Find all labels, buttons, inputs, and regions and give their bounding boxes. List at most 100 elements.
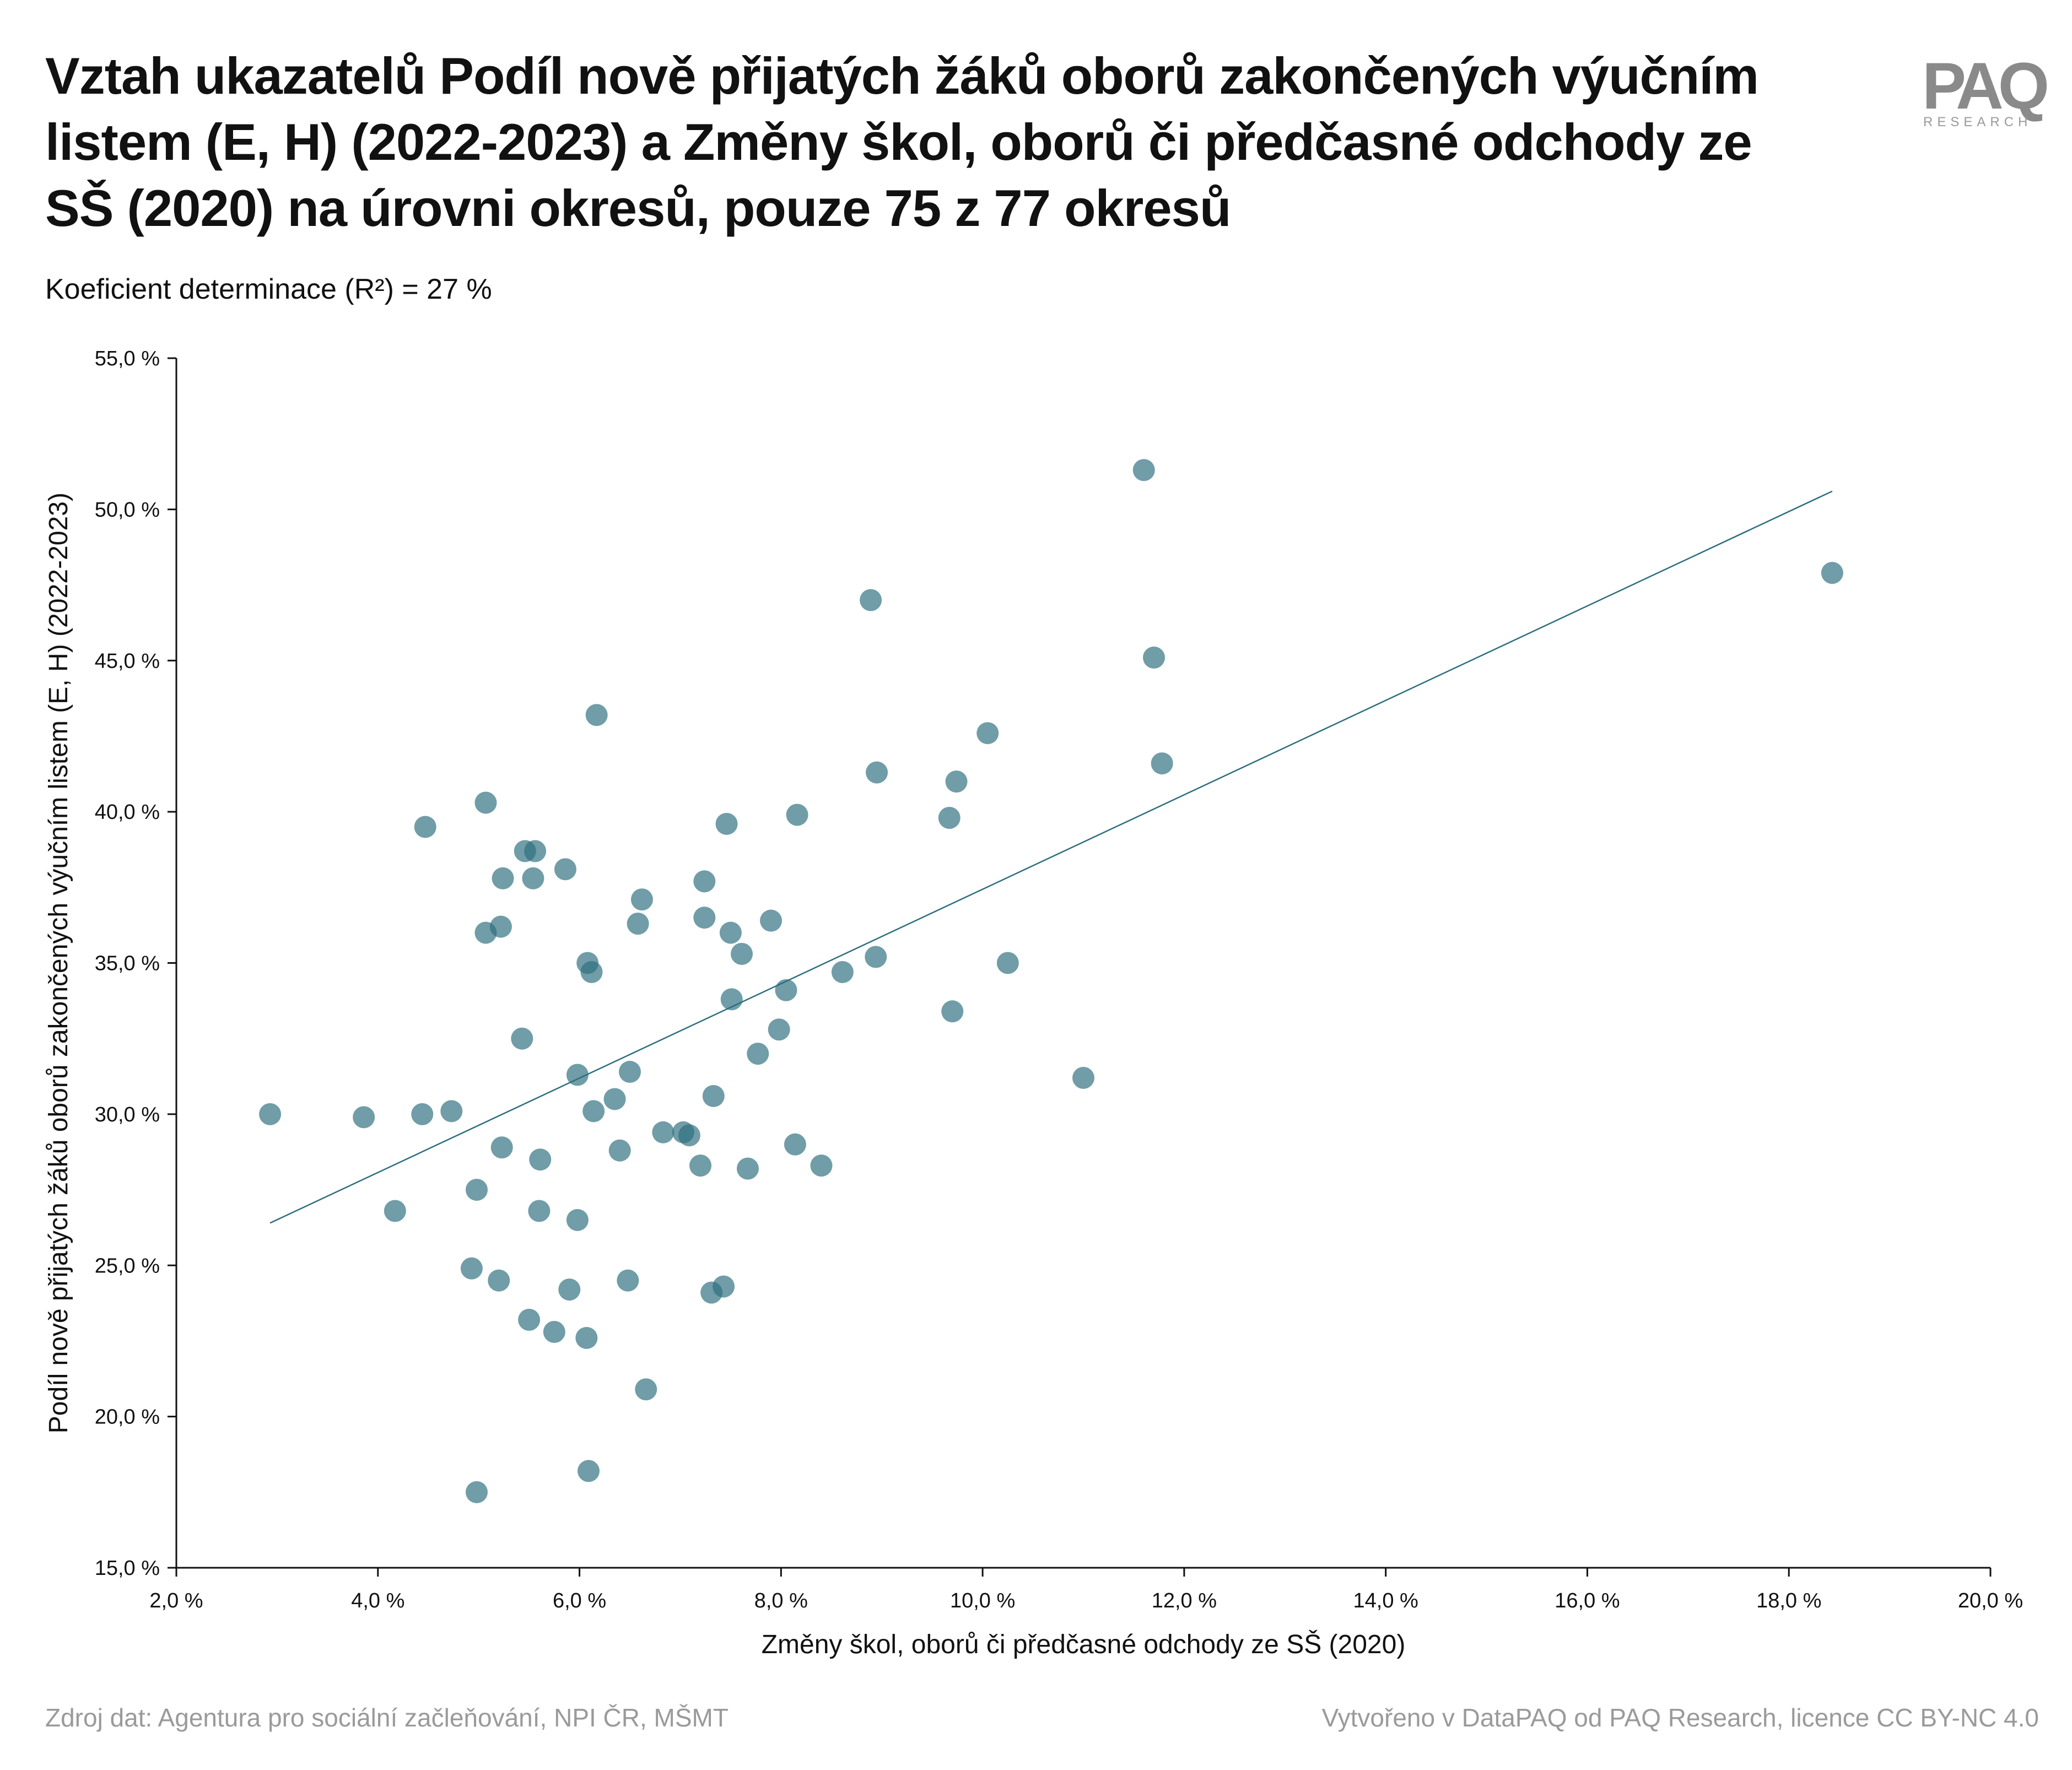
data-point bbox=[466, 1481, 488, 1503]
data-point bbox=[784, 1133, 806, 1156]
data-point bbox=[488, 1269, 510, 1292]
data-point bbox=[715, 813, 738, 835]
data-point bbox=[558, 1278, 581, 1301]
data-point bbox=[1151, 752, 1173, 775]
y-tick-label: 15,0 % bbox=[95, 1557, 160, 1580]
data-point bbox=[522, 867, 544, 889]
data-point bbox=[938, 807, 961, 829]
x-axis-title: Změny škol, oborů či předčasné odchody z… bbox=[762, 1629, 1406, 1659]
credit-line: Vytvořeno v DataPAQ od PAQ Research, lic… bbox=[1321, 1703, 2039, 1732]
logo-wordmark: PAQ bbox=[1922, 49, 2049, 123]
data-point bbox=[518, 1309, 541, 1331]
y-tick-label: 20,0 % bbox=[95, 1406, 160, 1429]
chart-title: Vztah ukazatelů Podíl nově přijatých žák… bbox=[45, 47, 1759, 237]
data-point bbox=[543, 1320, 565, 1343]
x-tick-label: 14,0 % bbox=[1353, 1589, 1418, 1612]
data-point bbox=[580, 960, 603, 983]
data-point bbox=[474, 791, 497, 814]
data-point bbox=[575, 1326, 598, 1349]
data-point bbox=[866, 761, 888, 784]
y-tick-label: 55,0 % bbox=[95, 347, 160, 370]
paq-research-logo: PAQ RESEARCH bbox=[1922, 53, 2049, 130]
data-point bbox=[1132, 459, 1155, 482]
data-point bbox=[630, 888, 653, 911]
points-layer bbox=[259, 459, 1843, 1503]
x-tick-label: 18,0 % bbox=[1756, 1589, 1821, 1612]
data-point bbox=[627, 913, 649, 935]
y-tick-label: 25,0 % bbox=[95, 1254, 160, 1277]
data-point bbox=[731, 943, 753, 965]
data-point bbox=[996, 952, 1019, 974]
data-point bbox=[554, 858, 576, 881]
y-tick-label: 30,0 % bbox=[95, 1103, 160, 1126]
data-point bbox=[582, 1100, 605, 1123]
data-point bbox=[775, 979, 797, 1001]
chart-subtitle: Koeficient determinace (R²) = 27 % bbox=[45, 273, 492, 305]
data-point bbox=[1072, 1067, 1094, 1089]
y-tick-label: 40,0 % bbox=[95, 801, 160, 824]
data-point bbox=[635, 1378, 657, 1401]
x-axis-ticks: 2,0 % 4,0 % 6,0 % 8,0 % 10,0 % 12,0 % 14,0 % 16… bbox=[149, 1568, 2023, 1612]
data-point bbox=[528, 1200, 551, 1222]
data-point bbox=[529, 1148, 552, 1171]
x-tick-label: 10,0 % bbox=[950, 1589, 1015, 1612]
data-point bbox=[689, 1154, 712, 1177]
data-point bbox=[945, 770, 968, 793]
data-point bbox=[384, 1200, 406, 1222]
data-point bbox=[566, 1208, 589, 1231]
data-point bbox=[566, 1064, 589, 1086]
x-tick-label: 6,0 % bbox=[553, 1589, 606, 1612]
logo-subtext: RESEARCH bbox=[1923, 115, 2032, 129]
data-point bbox=[652, 1121, 675, 1143]
data-point bbox=[411, 1103, 434, 1125]
trendline bbox=[269, 490, 1833, 1224]
data-point bbox=[490, 1136, 513, 1159]
y-tick-label: 50,0 % bbox=[95, 498, 160, 521]
data-point bbox=[719, 921, 742, 944]
x-tick-label: 16,0 % bbox=[1555, 1589, 1620, 1612]
y-tick-label: 45,0 % bbox=[95, 650, 160, 673]
data-point bbox=[1821, 562, 1843, 584]
data-point bbox=[713, 1275, 735, 1298]
x-tick-label: 12,0 % bbox=[1152, 1589, 1217, 1612]
data-point bbox=[693, 870, 716, 893]
data-point bbox=[617, 1269, 639, 1292]
data-point bbox=[860, 589, 882, 611]
data-point bbox=[492, 867, 514, 889]
data-point bbox=[786, 803, 808, 826]
data-point bbox=[585, 704, 608, 726]
data-point bbox=[678, 1124, 700, 1147]
x-tick-label: 8,0 % bbox=[754, 1589, 808, 1612]
data-point bbox=[460, 1257, 483, 1280]
data-point bbox=[440, 1100, 463, 1123]
data-point bbox=[976, 722, 999, 744]
data-point bbox=[259, 1103, 282, 1125]
data-point bbox=[353, 1106, 375, 1129]
data-point bbox=[524, 840, 547, 862]
data-point bbox=[489, 915, 512, 938]
x-tick-label: 2,0 % bbox=[149, 1589, 203, 1612]
data-point bbox=[810, 1154, 833, 1177]
data-point bbox=[736, 1157, 759, 1180]
data-point bbox=[693, 906, 716, 929]
data-point bbox=[603, 1088, 626, 1110]
x-tick-label: 4,0 % bbox=[351, 1589, 404, 1612]
y-axis-title: Podíl nově přijatých žáků oborů zakončen… bbox=[44, 493, 73, 1433]
data-source: Zdroj dat: Agentura pro sociální začleňo… bbox=[45, 1703, 729, 1732]
data-point bbox=[768, 1018, 790, 1041]
data-point bbox=[619, 1061, 641, 1083]
data-point bbox=[831, 960, 854, 983]
data-point bbox=[511, 1027, 533, 1050]
data-point bbox=[578, 1460, 600, 1482]
data-point bbox=[747, 1043, 769, 1065]
data-point bbox=[760, 909, 783, 932]
data-point bbox=[1143, 646, 1166, 669]
x-tick-label: 20,0 % bbox=[1958, 1589, 2023, 1612]
data-point bbox=[414, 816, 436, 838]
data-point bbox=[865, 946, 887, 968]
data-point bbox=[466, 1179, 488, 1201]
y-axis-ticks: 15,0 % 20,0 % 25,0 % 30,0 % 35,0 % 40,0 % 45,0… bbox=[95, 347, 176, 1580]
data-point bbox=[608, 1139, 631, 1162]
data-point bbox=[941, 1000, 964, 1023]
